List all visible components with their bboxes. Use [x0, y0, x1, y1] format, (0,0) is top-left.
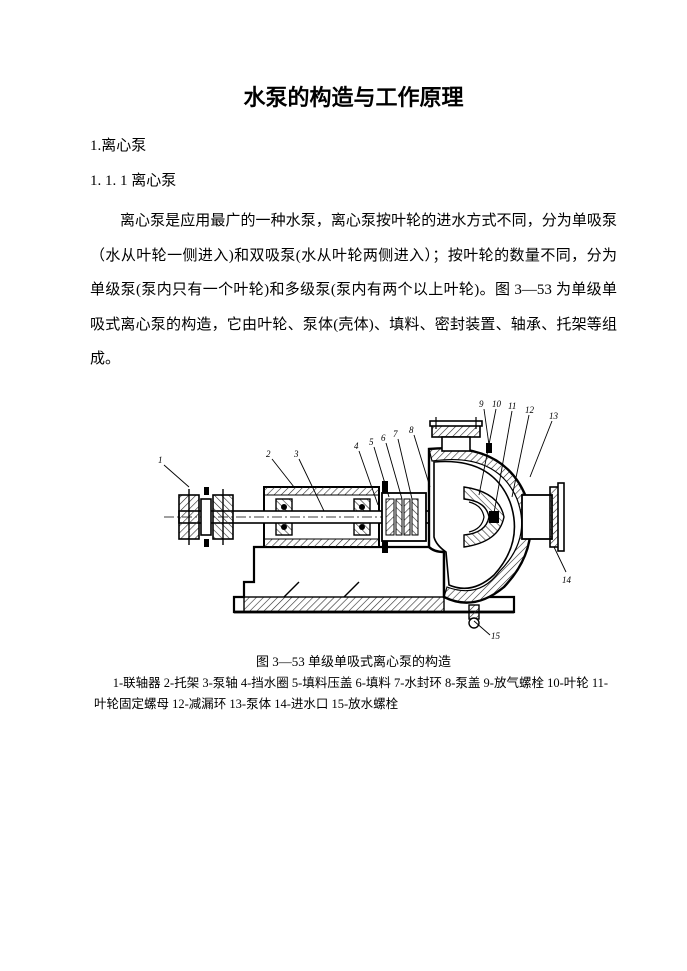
callout-2: 2: [266, 449, 271, 459]
figure-legend: 1-联轴器 2-托架 3-泵轴 4-挡水圈 5-填料压盖 6-填料 7-水封环 …: [90, 673, 617, 716]
document-page: 水泵的构造与工作原理 1.离心泵 1. 1. 1 离心泵 离心泵是应用最广的一种…: [0, 0, 687, 761]
callout-7: 7: [393, 429, 398, 439]
callout-1: 1: [158, 455, 163, 465]
callout-13: 13: [549, 411, 559, 421]
page-title: 水泵的构造与工作原理: [90, 80, 617, 112]
callout-10: 10: [492, 399, 502, 409]
body-paragraph: 离心泵是应用最广的一种水泵，离心泵按叶轮的进水方式不同，分为单吸泵（水从叶轮一侧…: [90, 204, 617, 377]
callout-11: 11: [508, 401, 516, 411]
callout-14: 14: [562, 575, 572, 585]
figure-caption: 图 3—53 单级单吸式离心泵的构造: [90, 651, 617, 673]
callout-9: 9: [479, 399, 484, 409]
callout-3: 3: [293, 449, 299, 459]
callout-4: 4: [354, 441, 359, 451]
callout-15: 15: [491, 631, 501, 641]
callout-6: 6: [381, 433, 386, 443]
callout-8: 8: [409, 425, 414, 435]
callout-12: 12: [525, 405, 535, 415]
section-heading: 1.离心泵: [90, 134, 617, 155]
subsection-heading: 1. 1. 1 离心泵: [90, 169, 617, 190]
pump-diagram-icon: 1 2 3 4 5 6 7 8: [134, 387, 574, 642]
figure-block: 1 2 3 4 5 6 7 8: [90, 387, 617, 716]
callout-5: 5: [369, 437, 374, 447]
